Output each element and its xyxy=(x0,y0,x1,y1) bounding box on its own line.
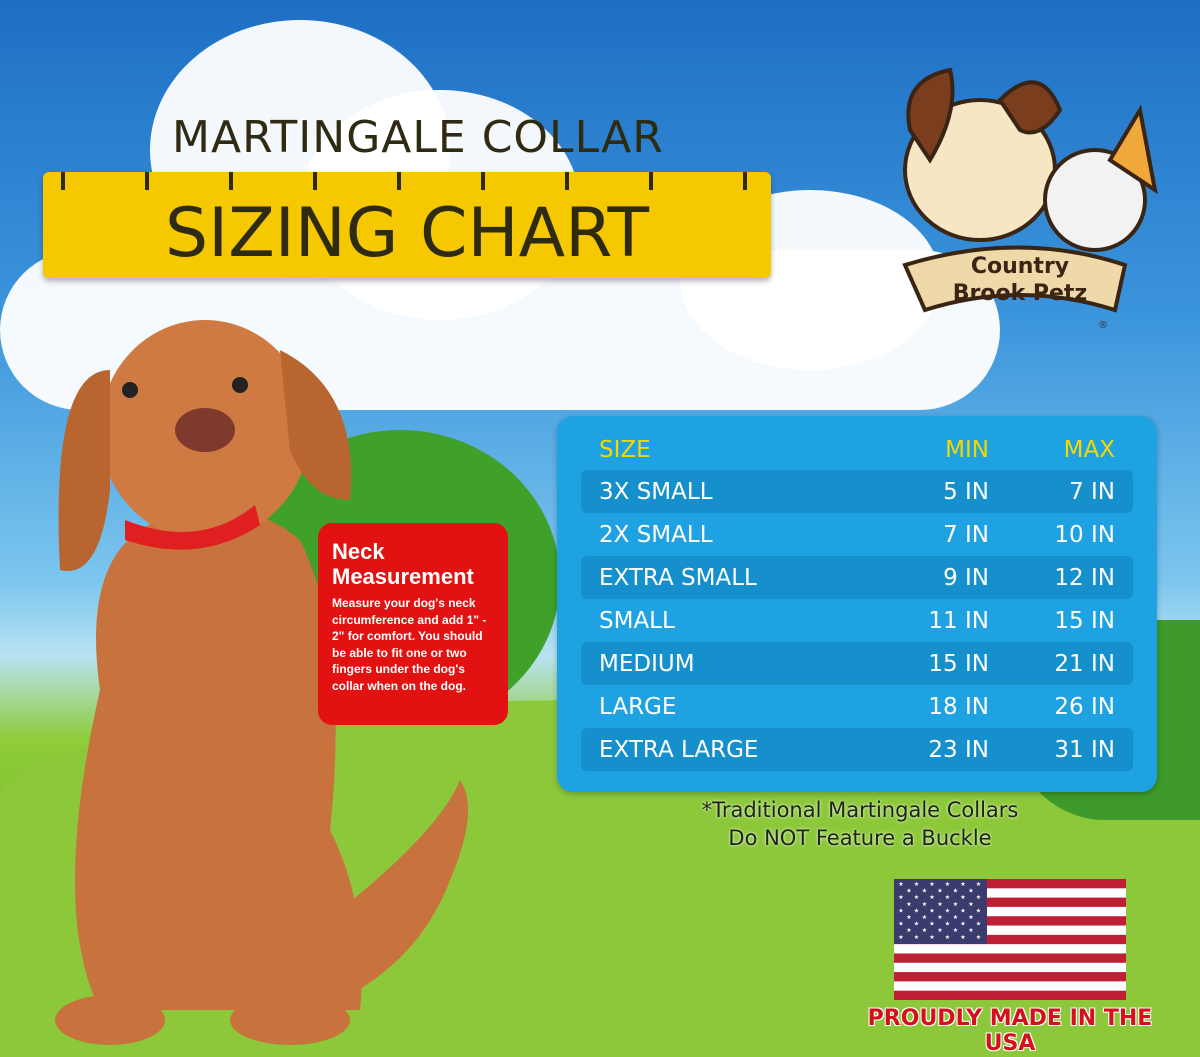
min-cell: 9 IN xyxy=(943,564,989,591)
table-row: 3X SMALL 5 IN 7 IN xyxy=(581,470,1133,513)
svg-text:★: ★ xyxy=(976,907,981,914)
sizing-table: SIZE MIN MAX 3X SMALL 5 IN 7 IN 2X SMALL 7 I… xyxy=(557,416,1157,792)
svg-text:★: ★ xyxy=(929,894,934,901)
max-cell: 26 IN xyxy=(1054,693,1115,720)
svg-text:★: ★ xyxy=(898,894,903,901)
svg-text:★: ★ xyxy=(937,888,942,895)
svg-text:★: ★ xyxy=(914,907,919,914)
svg-text:★: ★ xyxy=(914,894,919,901)
svg-text:★: ★ xyxy=(914,921,919,928)
size-cell: 2X SMALL xyxy=(599,521,713,548)
svg-text:★: ★ xyxy=(929,907,934,914)
header-min: MIN xyxy=(945,437,989,463)
table-row: EXTRA LARGE 23 IN 31 IN xyxy=(581,728,1133,771)
svg-text:★: ★ xyxy=(968,888,973,895)
svg-text:★: ★ xyxy=(976,881,981,888)
svg-text:★: ★ xyxy=(898,921,903,928)
svg-text:★: ★ xyxy=(945,894,950,901)
max-cell: 21 IN xyxy=(1054,650,1115,677)
svg-text:★: ★ xyxy=(960,934,965,941)
svg-text:★: ★ xyxy=(953,914,958,921)
svg-text:★: ★ xyxy=(960,921,965,928)
svg-text:★: ★ xyxy=(922,888,927,895)
brand-logo: Country Brook Petz ® xyxy=(902,67,1158,331)
svg-text:★: ★ xyxy=(937,927,942,934)
svg-text:★: ★ xyxy=(945,907,950,914)
svg-text:★: ★ xyxy=(945,921,950,928)
svg-text:Brook Petz: Brook Petz xyxy=(953,281,1088,306)
title-line2: SIZING CHART xyxy=(164,194,649,273)
footnote-line1: *Traditional Martingale Collars xyxy=(701,798,1019,822)
header-max: MAX xyxy=(1063,437,1115,463)
size-cell: LARGE xyxy=(599,693,677,720)
size-cell: EXTRA SMALL xyxy=(599,564,757,591)
min-cell: 23 IN xyxy=(928,736,989,763)
svg-text:★: ★ xyxy=(906,914,911,921)
table-row: LARGE 18 IN 26 IN xyxy=(581,685,1133,728)
footnote-line2: Do NOT Feature a Buckle xyxy=(728,826,992,850)
svg-text:★: ★ xyxy=(929,934,934,941)
min-cell: 7 IN xyxy=(943,521,989,548)
svg-text:★: ★ xyxy=(968,927,973,934)
svg-text:★: ★ xyxy=(953,901,958,908)
title-line1: MARTINGALE COLLAR xyxy=(172,112,664,163)
size-cell: MEDIUM xyxy=(599,650,695,677)
min-cell: 5 IN xyxy=(943,478,989,505)
svg-text:★: ★ xyxy=(976,894,981,901)
dog-illustration xyxy=(55,320,468,1045)
svg-text:★: ★ xyxy=(929,881,934,888)
svg-text:★: ★ xyxy=(976,934,981,941)
svg-text:★: ★ xyxy=(929,921,934,928)
svg-text:®: ® xyxy=(1098,320,1108,331)
svg-text:★: ★ xyxy=(914,881,919,888)
svg-text:★: ★ xyxy=(922,927,927,934)
svg-text:★: ★ xyxy=(906,901,911,908)
table-header: SIZE MIN MAX xyxy=(581,430,1133,470)
neck-instructions: Measure your dog's neck circumference an… xyxy=(332,596,487,693)
svg-text:★: ★ xyxy=(906,888,911,895)
max-cell: 31 IN xyxy=(1054,736,1115,763)
svg-text:★: ★ xyxy=(968,914,973,921)
svg-text:★: ★ xyxy=(945,934,950,941)
svg-text:★: ★ xyxy=(960,907,965,914)
table-row: 2X SMALL 7 IN 10 IN xyxy=(581,513,1133,556)
ruler-banner: SIZING CHART xyxy=(43,172,771,278)
svg-text:★: ★ xyxy=(968,901,973,908)
svg-text:★: ★ xyxy=(945,881,950,888)
max-cell: 7 IN xyxy=(1069,478,1115,505)
svg-text:★: ★ xyxy=(960,881,965,888)
table-row: MEDIUM 15 IN 21 IN xyxy=(581,642,1133,685)
neck-heading: Neck Measurement xyxy=(332,539,474,589)
svg-text:Country: Country xyxy=(971,254,1069,279)
table-row: EXTRA SMALL 9 IN 12 IN xyxy=(581,556,1133,599)
svg-text:★: ★ xyxy=(937,901,942,908)
min-cell: 15 IN xyxy=(928,650,989,677)
table-row: SMALL 11 IN 15 IN xyxy=(581,599,1133,642)
size-cell: EXTRA LARGE xyxy=(599,736,759,763)
max-cell: 15 IN xyxy=(1054,607,1115,634)
neck-measurement-box: Neck Measurement Measure your dog's neck… xyxy=(318,523,508,725)
min-cell: 18 IN xyxy=(928,693,989,720)
svg-text:★: ★ xyxy=(906,927,911,934)
max-cell: 10 IN xyxy=(1054,521,1115,548)
svg-text:★: ★ xyxy=(960,894,965,901)
svg-text:★: ★ xyxy=(953,888,958,895)
svg-text:★: ★ xyxy=(898,934,903,941)
max-cell: 12 IN xyxy=(1054,564,1115,591)
us-flag: ★ ★ ★ ★ ★ ★★ ★ ★ ★ ★★ ★ ★ ★ ★ ★★ ★ ★ ★ ★★ ★ ★ ★ ★ ★★ ★ ★ ★ ★★ ★ ★ ★ ★ ★★… xyxy=(894,879,1126,1000)
header-size: SIZE xyxy=(599,437,651,463)
min-cell: 11 IN xyxy=(928,607,989,634)
svg-text:★: ★ xyxy=(953,927,958,934)
svg-text:★: ★ xyxy=(898,881,903,888)
size-cell: 3X SMALL xyxy=(599,478,713,505)
svg-text:★: ★ xyxy=(937,914,942,921)
svg-text:★: ★ xyxy=(922,901,927,908)
svg-text:★: ★ xyxy=(898,907,903,914)
svg-text:★: ★ xyxy=(914,934,919,941)
made-in-usa-label: PROUDLY MADE IN THE USA xyxy=(867,1006,1153,1056)
svg-text:★: ★ xyxy=(976,921,981,928)
size-cell: SMALL xyxy=(599,607,675,634)
svg-text:★: ★ xyxy=(922,914,927,921)
